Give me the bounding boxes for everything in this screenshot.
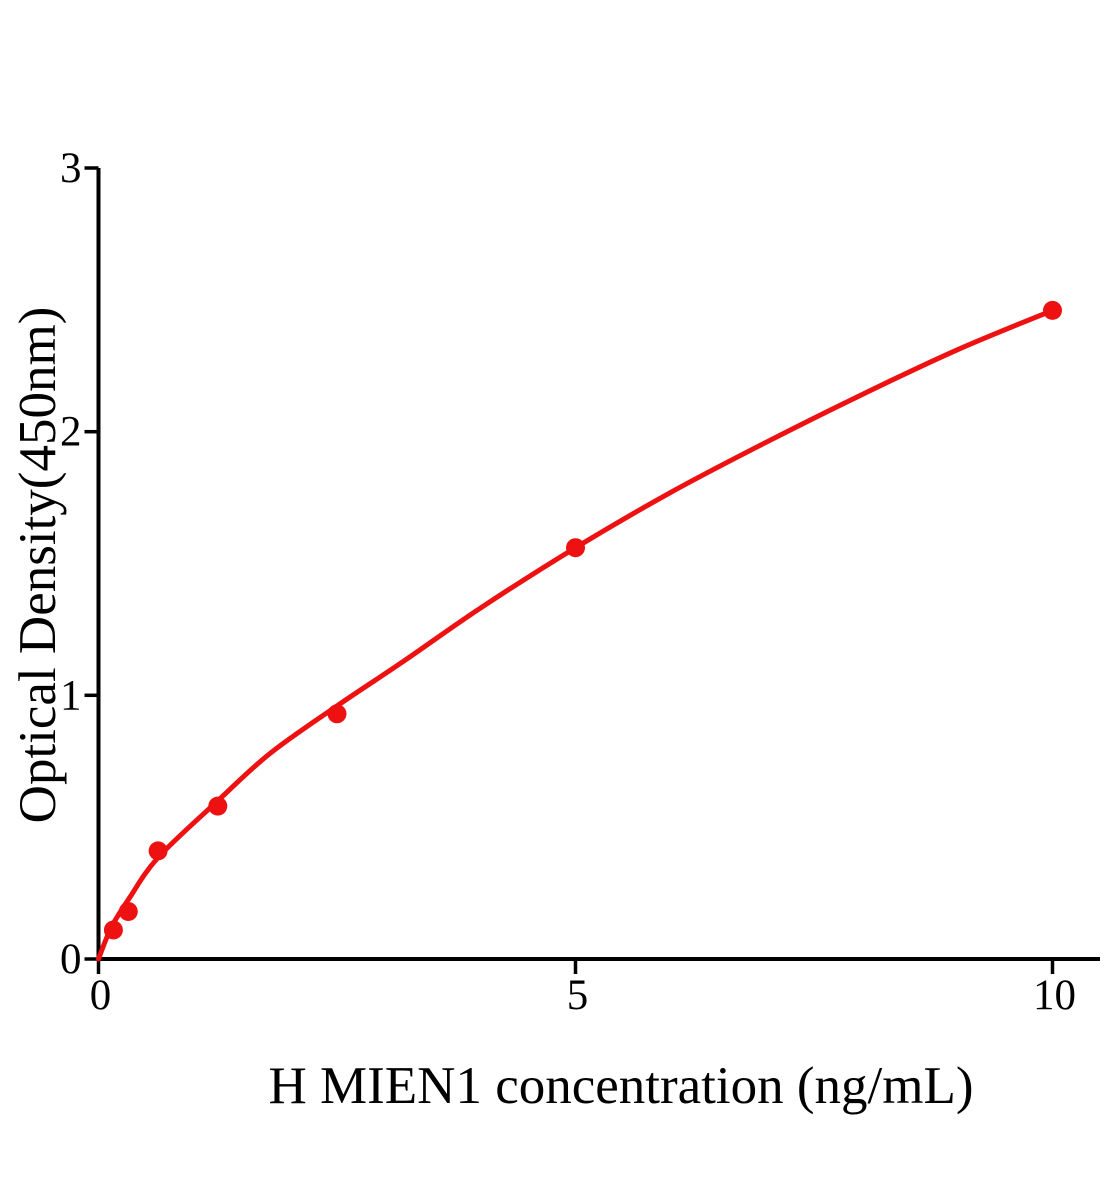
y-tick-label: 1 [60, 672, 82, 719]
data-point [566, 538, 585, 558]
x-tick-label: 10 [1033, 972, 1076, 1019]
x-tick-label: 0 [90, 972, 112, 1019]
data-point [118, 902, 138, 921]
axes [96, 168, 1100, 961]
tick-labels: 0 1 2 3 0 5 10 [60, 145, 1076, 1019]
data-point [208, 796, 228, 816]
y-axis-title: Optical Density(450nm) [9, 306, 67, 824]
data-point [327, 704, 347, 724]
axis-spine [96, 168, 1100, 961]
data-point [1043, 300, 1062, 320]
y-tick-label: 2 [60, 409, 82, 456]
y-tick-label: 3 [60, 145, 82, 192]
fit-curve [96, 307, 1055, 962]
y-tick-label: 0 [60, 936, 82, 983]
axis-ticks [84, 166, 1055, 974]
data-points [103, 300, 1062, 940]
x-tick-label: 5 [567, 972, 589, 1019]
data-point [103, 920, 123, 940]
data-point [148, 841, 168, 861]
standard-curve-line [96, 307, 1055, 962]
x-axis-title: H MIEN1 concentration (ng/mL) [268, 1057, 974, 1115]
